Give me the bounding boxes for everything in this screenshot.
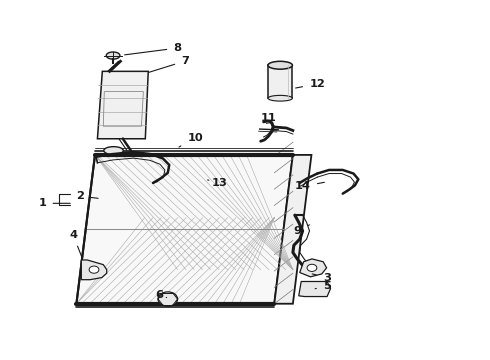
Text: 4: 4 <box>69 230 82 257</box>
Ellipse shape <box>268 95 293 101</box>
Text: 10: 10 <box>179 133 203 147</box>
Polygon shape <box>81 260 107 280</box>
Text: 11: 11 <box>261 113 276 127</box>
Ellipse shape <box>104 147 123 154</box>
Circle shape <box>158 292 177 306</box>
Ellipse shape <box>268 61 293 69</box>
Text: 6: 6 <box>155 291 167 301</box>
Text: 9: 9 <box>294 225 310 236</box>
Polygon shape <box>274 155 312 304</box>
Text: 8: 8 <box>124 43 182 55</box>
Circle shape <box>307 264 317 271</box>
Text: 7: 7 <box>149 56 189 72</box>
Polygon shape <box>76 155 293 304</box>
Text: 5: 5 <box>315 281 331 291</box>
Polygon shape <box>299 282 331 297</box>
Text: 14: 14 <box>294 181 324 192</box>
Text: 3: 3 <box>312 273 331 283</box>
Text: 2: 2 <box>76 191 98 201</box>
Polygon shape <box>98 71 148 139</box>
Text: 13: 13 <box>208 178 227 188</box>
Polygon shape <box>268 65 293 98</box>
Circle shape <box>89 266 99 273</box>
Polygon shape <box>300 259 327 277</box>
Text: 1: 1 <box>38 198 70 208</box>
Text: 12: 12 <box>295 79 325 89</box>
Ellipse shape <box>106 52 120 59</box>
